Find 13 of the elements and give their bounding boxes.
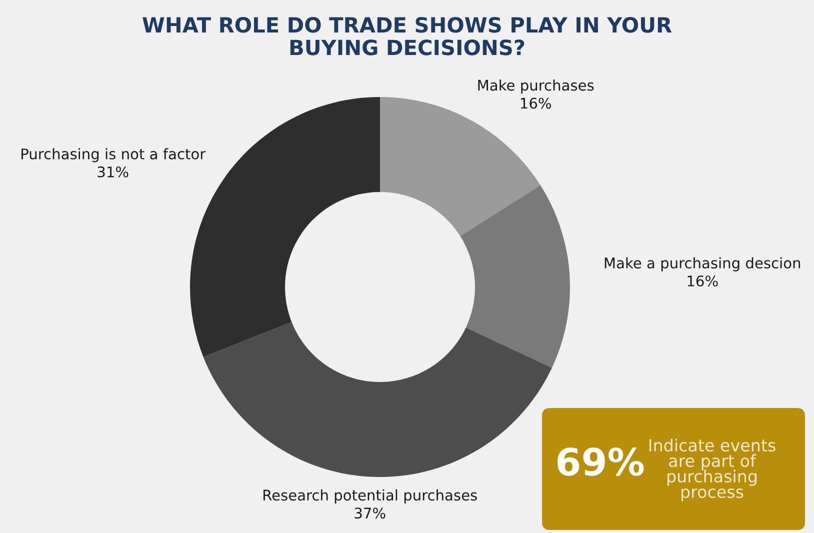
- slice-label: Purchasing is not a factor: [22, 148, 206, 162]
- donut-slice: [203, 322, 552, 477]
- data-label: 31%: [98, 166, 128, 178]
- slice-label: Make purchases: [478, 79, 594, 94]
- data-label: 16%: [521, 98, 552, 109]
- text: Indicate events are part of purchasing process: [649, 438, 776, 502]
- chart-title: WHAT ROLE DO TRADE SHOWS PLAY IN YOUR BUYING DECISIONS?: [142, 17, 672, 56]
- slice-label: Research potential purchases: [264, 489, 477, 504]
- text: 69%: [557, 448, 644, 476]
- slice-label: Make a purchasing descion: [604, 257, 800, 272]
- data-label: 16%: [688, 275, 718, 287]
- data-label: 37%: [354, 508, 386, 519]
- donut-slice: [460, 185, 570, 368]
